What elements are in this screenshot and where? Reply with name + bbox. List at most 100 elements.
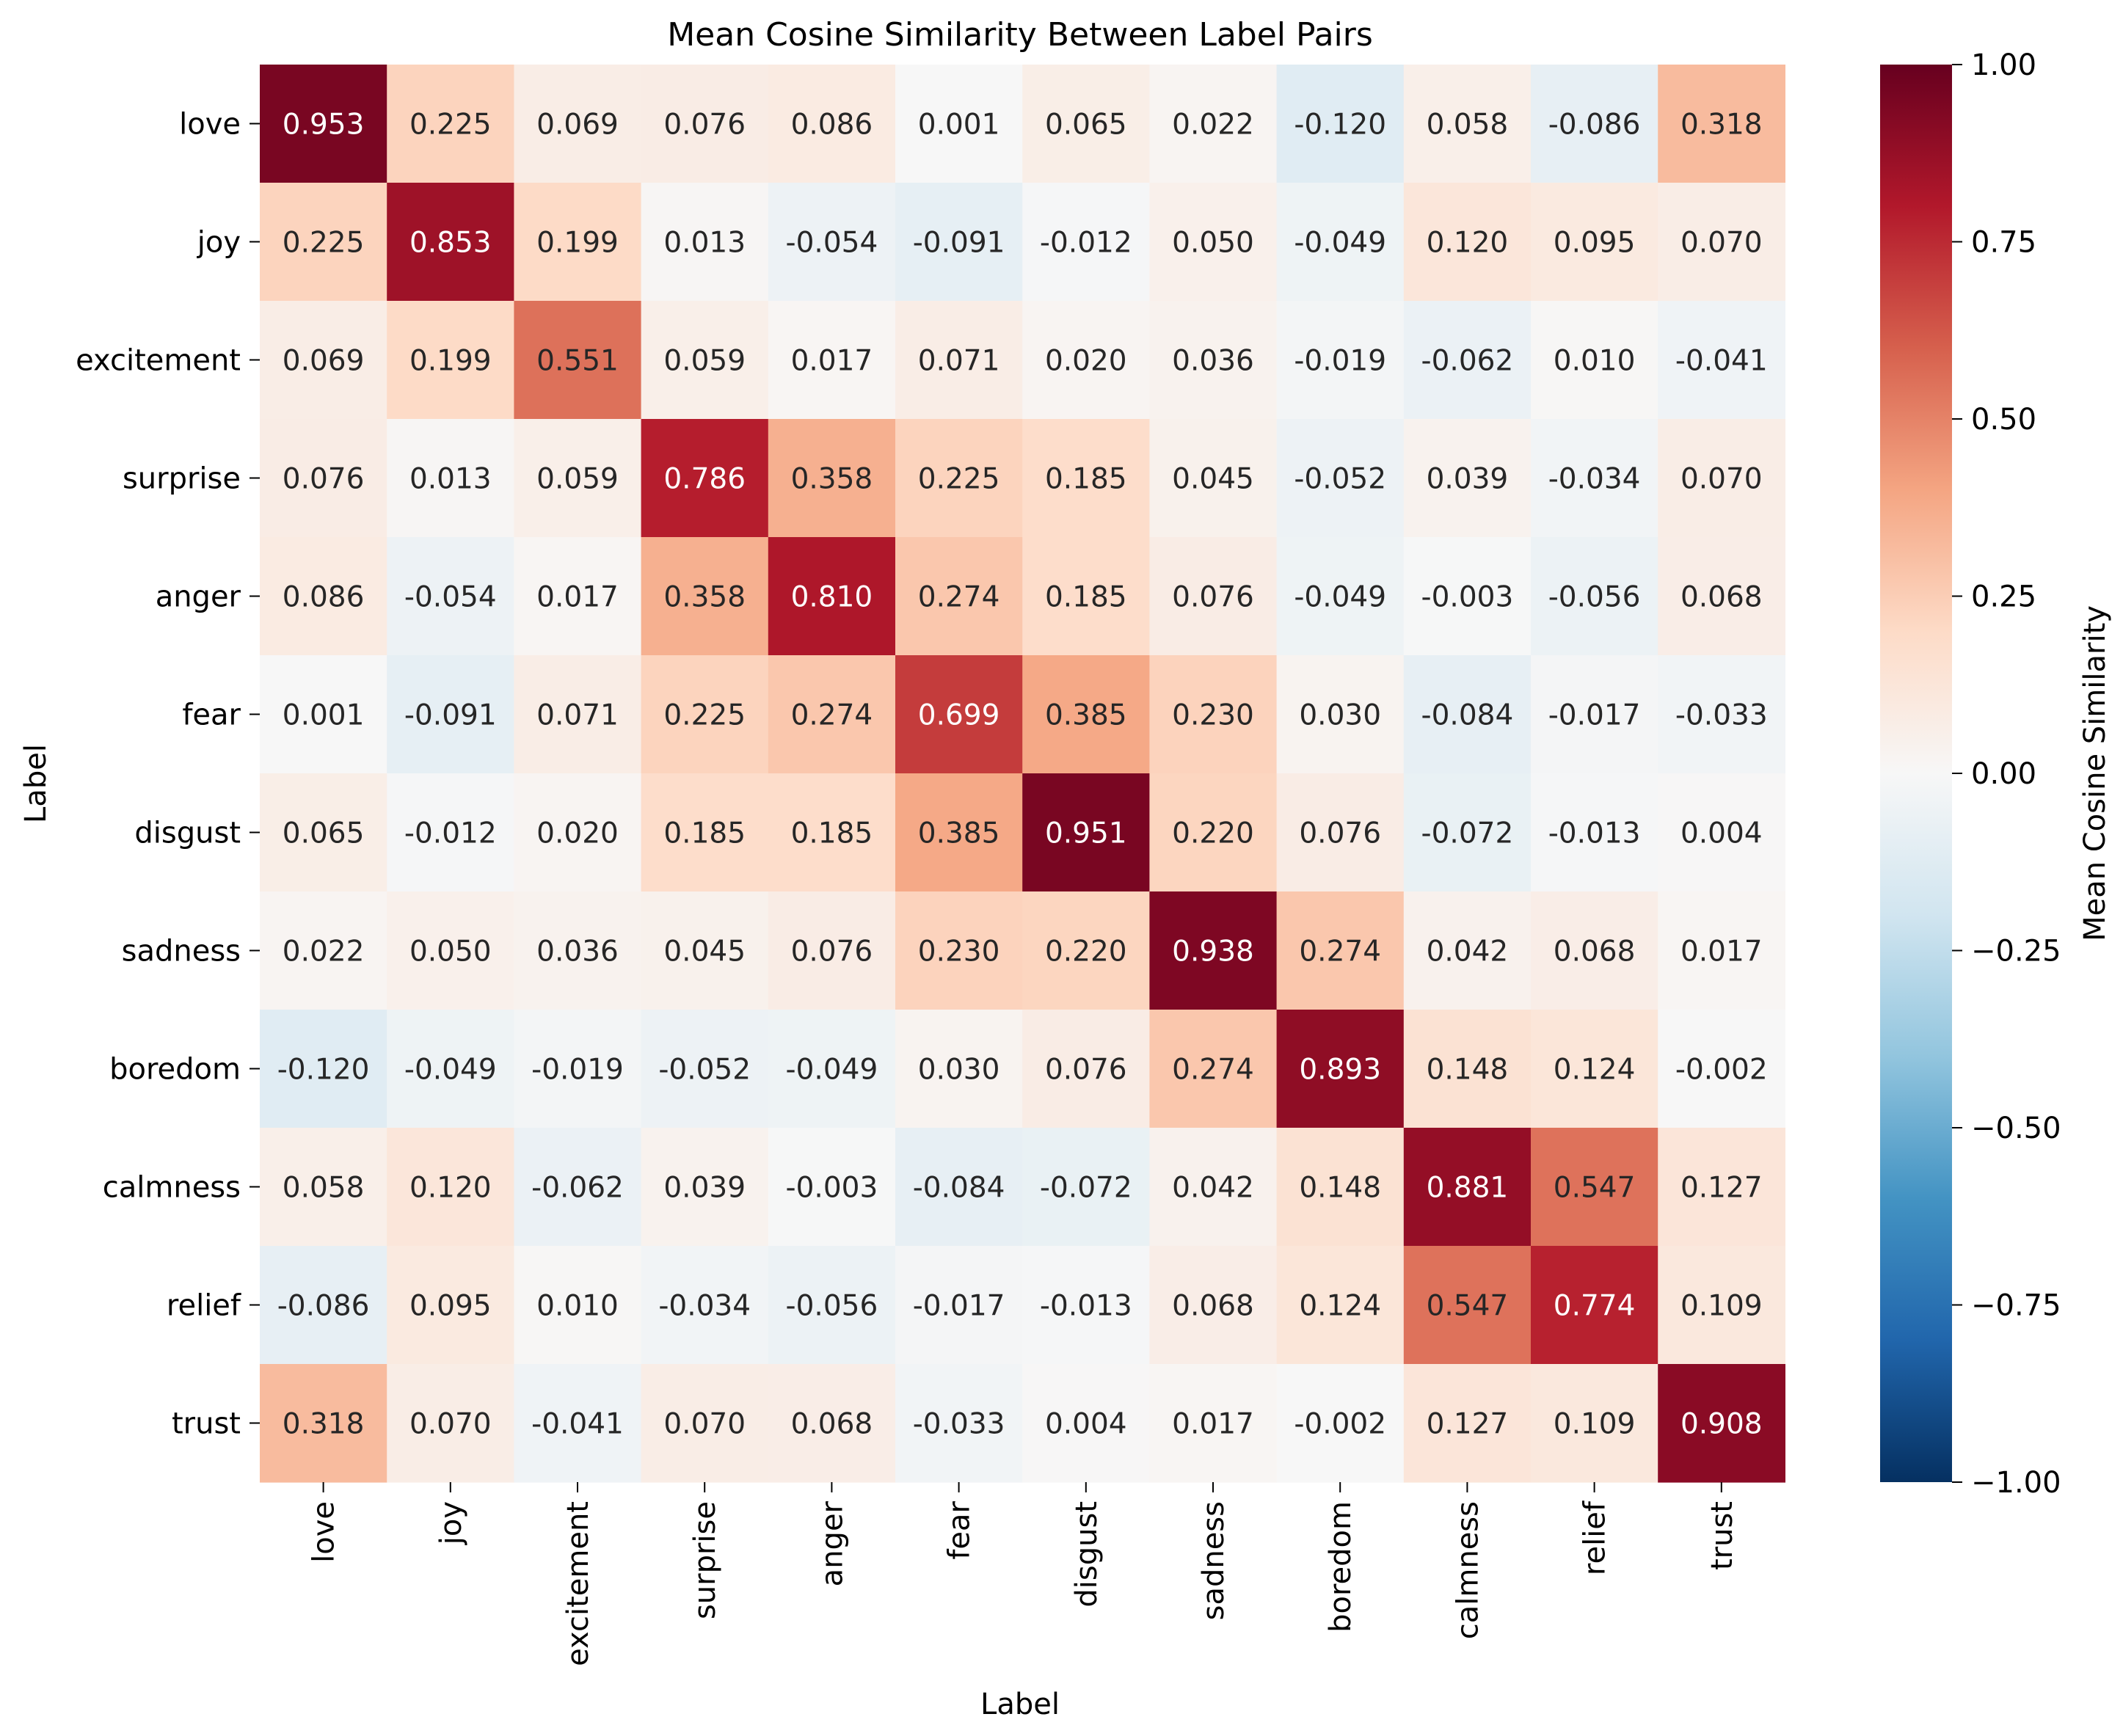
colorbar-tick-label: 1.00 [1971, 48, 2036, 82]
y-tick-label: sadness [122, 935, 241, 969]
heatmap-cell [260, 65, 387, 183]
heatmap-cell [1531, 183, 1658, 302]
heatmap-cell [387, 773, 514, 892]
x-tick-label: fear [943, 1500, 977, 1559]
heatmap-cell [1276, 773, 1405, 892]
heatmap-cell [387, 655, 514, 774]
cell-value-label: -0.056 [786, 1290, 878, 1323]
cell-value-label: -0.054 [786, 227, 878, 260]
heatmap-cell [768, 1364, 896, 1483]
y-tick-label: excitement [76, 344, 241, 378]
heatmap-cell [1531, 1010, 1658, 1128]
heatmap-cell [768, 537, 896, 656]
heatmap-cell [768, 655, 896, 774]
heatmap-cell [641, 183, 769, 302]
cell-value-label: 0.086 [791, 109, 873, 142]
heatmap-cell [895, 301, 1023, 420]
heatmap-cell [1403, 419, 1532, 538]
cell-value-label: -0.120 [277, 1054, 370, 1087]
cell-value-label: 0.070 [1680, 463, 1763, 496]
heatmap-cell [1022, 655, 1150, 774]
heatmap-cell [1276, 183, 1405, 302]
heatmap-cell [260, 1010, 387, 1128]
cell-value-label: 0.086 [283, 581, 365, 614]
heatmap-cell [1149, 419, 1278, 538]
heatmap-cell [260, 1246, 387, 1365]
heatmap-cell [895, 183, 1023, 302]
heatmap-cell [1276, 537, 1405, 656]
cell-value-label: 0.068 [1680, 581, 1763, 614]
y-tick-label: joy [197, 226, 241, 260]
heatmap-cell [387, 1246, 514, 1365]
heatmap-cell [387, 183, 514, 302]
heatmap-cell [1658, 1246, 1785, 1365]
y-tick-label: surprise [123, 462, 241, 496]
heatmap-cell [1531, 537, 1658, 656]
cell-value-label: 0.017 [791, 345, 873, 378]
cell-value-label: -0.013 [1548, 817, 1641, 850]
cell-value-label: -0.019 [531, 1054, 624, 1087]
cell-value-label: -0.062 [531, 1172, 624, 1205]
heatmap-cell [1403, 1364, 1532, 1483]
chart-title: Mean Cosine Similarity Between Label Pai… [667, 16, 1373, 54]
heatmap-cell [641, 891, 769, 1010]
y-axis: love joy excitement surprise anger fear disgus… [76, 108, 260, 1441]
x-tick-label: love [307, 1501, 341, 1563]
heatmap-cell [1658, 1010, 1785, 1128]
cell-value-label: 0.199 [536, 227, 619, 260]
cell-value-label: 0.109 [1554, 1408, 1636, 1441]
colorbar-tick-label: 0.00 [1971, 757, 2036, 791]
cell-value-label: -0.033 [1675, 699, 1768, 732]
cell-value-label: 0.220 [1045, 936, 1127, 969]
cell-value-label: 0.069 [283, 345, 365, 378]
heatmap-cell [768, 1010, 896, 1128]
cell-value-label: 0.013 [663, 227, 746, 260]
heatmap-cell [768, 301, 896, 420]
cell-value-label: -0.086 [1548, 109, 1641, 142]
heatmap-cell [1658, 1128, 1785, 1247]
cell-value-label: -0.052 [658, 1054, 751, 1087]
cell-value-label: 0.810 [791, 581, 873, 614]
heatmap-cell [1022, 183, 1150, 302]
x-tick-label: anger [815, 1500, 849, 1586]
cell-value-label: -0.019 [1294, 345, 1386, 378]
cell-value-label: 0.036 [536, 936, 619, 969]
cell-value-label: 0.004 [1680, 817, 1763, 850]
heatmap-cell [641, 537, 769, 656]
heatmap-cell [514, 183, 642, 302]
cell-value-label: -0.049 [1294, 581, 1386, 614]
heatmap-cell [1658, 65, 1785, 183]
cell-value-label: -0.120 [1294, 109, 1386, 142]
heatmap-cell [514, 1128, 642, 1247]
cell-value-label: 0.908 [1680, 1408, 1763, 1441]
cell-value-label: 0.318 [1680, 109, 1763, 142]
cell-value-label: 0.185 [663, 817, 746, 850]
y-tick-label: boredom [109, 1053, 241, 1087]
heatmap-cell [768, 183, 896, 302]
colorbar-tick-label: −0.25 [1971, 935, 2061, 969]
cell-value-label: 0.230 [1172, 699, 1254, 732]
cell-value-label: 0.069 [536, 109, 619, 142]
x-axis-label: Label [980, 1688, 1060, 1721]
cell-value-label: 0.059 [663, 345, 746, 378]
cell-value-label: 0.017 [536, 581, 619, 614]
colorbar-tick-label: 0.25 [1971, 580, 2036, 614]
cell-value-label: 0.068 [1172, 1290, 1254, 1323]
heatmap-cell [1149, 773, 1278, 892]
y-axis-label: Label [19, 744, 53, 823]
heatmap-cell [768, 419, 896, 538]
cell-value-label: 0.786 [663, 463, 746, 496]
cell-value-label: 0.070 [663, 1408, 746, 1441]
heatmap-cell [1022, 1128, 1150, 1247]
cell-value-label: 0.070 [409, 1408, 492, 1441]
cell-value-label: 0.385 [918, 817, 1000, 850]
heatmap-cell [387, 537, 514, 656]
heatmap-cell [1658, 1364, 1785, 1483]
cell-value-label: -0.012 [1040, 227, 1132, 260]
heatmap-cell [1403, 891, 1532, 1010]
cell-value-label: 0.039 [1427, 463, 1509, 496]
cell-value-label: 0.127 [1427, 1408, 1509, 1441]
heatmap-cell [1022, 301, 1150, 420]
cell-value-label: 0.058 [1427, 109, 1509, 142]
